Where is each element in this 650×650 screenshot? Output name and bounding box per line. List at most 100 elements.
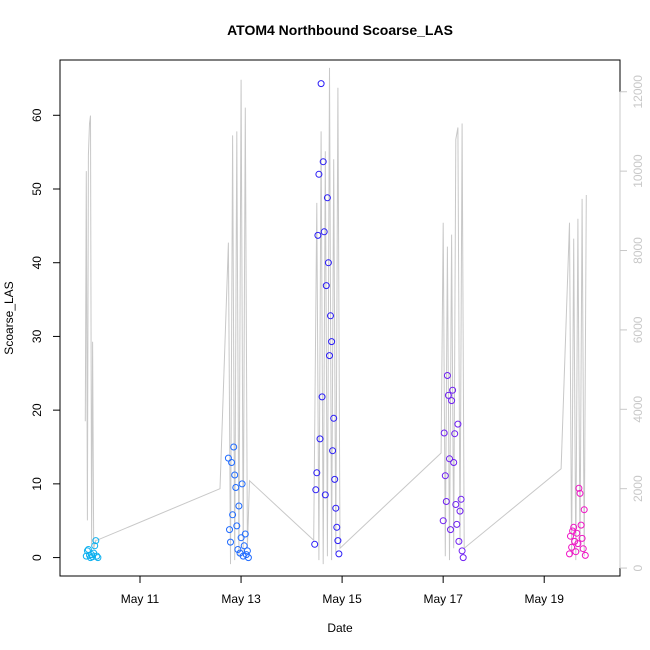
- data-point: [241, 530, 249, 538]
- x-tick-label: May 19: [525, 592, 565, 606]
- data-point: [577, 521, 585, 529]
- data-point: [320, 228, 328, 236]
- data-point: [449, 386, 457, 394]
- data-point: [328, 338, 336, 346]
- x-axis: May 11 May 13 May 15 May 17 May 19: [121, 575, 565, 606]
- data-point: [322, 282, 330, 290]
- data-point: [569, 527, 577, 535]
- y-tick-label: 30: [30, 329, 44, 343]
- data-point: [447, 526, 454, 534]
- data-point: [231, 471, 239, 479]
- data-point: [566, 550, 573, 558]
- data-point: [243, 547, 251, 555]
- y2-tick-label: 12000: [631, 75, 645, 109]
- y-tick-label: 20: [30, 403, 44, 417]
- data-point: [439, 517, 447, 525]
- data-point: [451, 430, 459, 438]
- y2-tick-label: 0: [631, 564, 645, 571]
- data-point: [459, 554, 467, 562]
- data-point: [227, 538, 234, 546]
- y-tick-label: 40: [30, 256, 44, 270]
- data-point: [244, 554, 252, 562]
- data-point: [92, 537, 100, 545]
- data-point: [579, 545, 587, 553]
- points-layer: [82, 80, 589, 562]
- data-point: [450, 459, 458, 466]
- y-tick-label: 10: [30, 477, 44, 491]
- y-tick-label: 60: [30, 108, 44, 122]
- data-point: [91, 542, 99, 550]
- y2-tick-label: 2000: [631, 475, 645, 502]
- y2-tick-label: 10000: [631, 154, 645, 188]
- secondary-series-layer: [84, 67, 587, 565]
- x-axis-label: Date: [327, 621, 353, 635]
- y-tick-label: 0: [30, 554, 44, 561]
- data-point: [229, 511, 237, 519]
- data-point: [444, 391, 452, 399]
- data-point: [442, 498, 450, 505]
- y2-tick-label: 8000: [631, 237, 645, 264]
- data-point: [235, 502, 243, 510]
- data-point: [332, 504, 340, 512]
- y-axis: 0 10 20 30 40 50 60: [30, 108, 61, 561]
- data-point: [568, 543, 576, 551]
- data-point: [457, 495, 465, 503]
- data-point: [327, 312, 334, 320]
- data-point: [580, 506, 588, 514]
- data-point: [311, 540, 319, 548]
- data-point: [446, 455, 453, 463]
- y-axis-label: Scoarse_LAS: [2, 281, 16, 354]
- y2-axis: 0 2000 4000 6000 8000 10000 12000: [619, 75, 645, 571]
- data-point: [233, 522, 241, 530]
- x-tick-label: May 15: [322, 592, 362, 606]
- data-point: [570, 523, 578, 531]
- y-tick-label: 50: [30, 182, 44, 196]
- data-point: [318, 393, 326, 401]
- data-point: [456, 507, 464, 515]
- data-point: [443, 372, 451, 379]
- secondary-series-line: [84, 67, 587, 565]
- data-point: [93, 552, 101, 560]
- data-point: [440, 429, 448, 437]
- data-point: [315, 170, 323, 178]
- data-point: [452, 501, 460, 508]
- x-tick-label: May 13: [221, 592, 261, 606]
- data-point: [574, 540, 582, 548]
- data-point: [89, 553, 97, 561]
- data-point: [240, 542, 248, 550]
- y2-tick-label: 6000: [631, 316, 645, 343]
- data-point: [572, 548, 580, 556]
- data-point: [316, 435, 324, 443]
- data-point: [324, 259, 332, 267]
- data-point: [83, 547, 91, 555]
- x-tick-label: May 17: [424, 592, 464, 606]
- data-point: [448, 397, 456, 405]
- data-point: [326, 352, 333, 360]
- data-point: [441, 472, 449, 480]
- data-point: [238, 480, 246, 488]
- data-point: [329, 447, 337, 455]
- data-point: [321, 491, 329, 499]
- data-point: [573, 529, 581, 537]
- data-point: [334, 537, 342, 545]
- data-point: [458, 547, 466, 555]
- data-point: [453, 520, 461, 528]
- data-point: [323, 194, 331, 202]
- y2-tick-label: 4000: [631, 396, 645, 423]
- data-point: [313, 469, 321, 477]
- data-point: [312, 486, 320, 494]
- data-point: [237, 534, 245, 542]
- data-point: [232, 484, 240, 491]
- data-point: [94, 554, 102, 562]
- data-point: [234, 546, 242, 553]
- data-point: [230, 443, 238, 451]
- data-point: [317, 80, 325, 88]
- data-point: [455, 537, 463, 545]
- data-point: [575, 484, 583, 492]
- data-point: [581, 551, 589, 559]
- x-tick-label: May 11: [121, 592, 160, 606]
- data-point: [330, 414, 338, 422]
- data-point: [226, 526, 233, 534]
- data-point: [578, 534, 586, 542]
